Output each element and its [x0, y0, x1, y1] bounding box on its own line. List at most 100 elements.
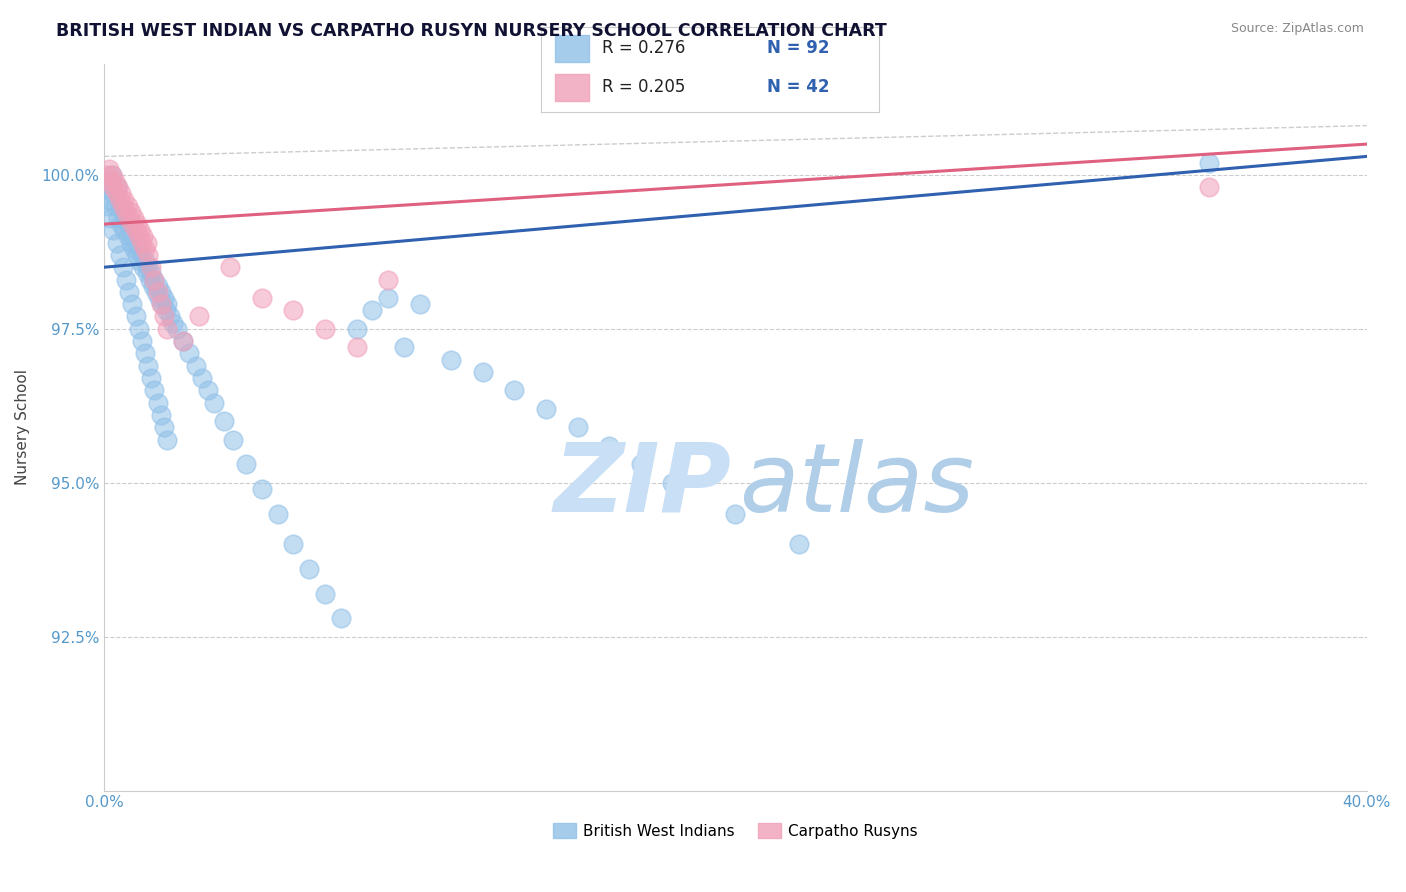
Point	[134, 254, 156, 268]
Point	[162, 316, 184, 330]
Point	[115, 204, 138, 219]
Point	[98, 174, 121, 188]
Point	[101, 168, 124, 182]
Point	[107, 211, 129, 225]
Point	[212, 414, 235, 428]
Point	[156, 297, 179, 311]
Point	[392, 340, 415, 354]
Point	[184, 359, 207, 373]
Point	[145, 285, 167, 299]
Point	[124, 310, 146, 324]
Point	[153, 420, 176, 434]
Point	[104, 174, 127, 188]
Point	[146, 285, 169, 299]
Text: N = 92: N = 92	[768, 39, 830, 57]
Point	[148, 291, 170, 305]
Point	[298, 562, 321, 576]
Point	[153, 291, 176, 305]
Point	[131, 235, 153, 250]
Point	[724, 507, 747, 521]
Point	[197, 384, 219, 398]
Point	[108, 193, 131, 207]
Point	[156, 433, 179, 447]
Point	[143, 272, 166, 286]
Point	[377, 272, 399, 286]
Point	[132, 229, 155, 244]
Y-axis label: Nursery School: Nursery School	[15, 369, 30, 485]
Point	[96, 199, 118, 213]
Text: R = 0.276: R = 0.276	[602, 39, 685, 57]
Text: N = 42: N = 42	[768, 78, 830, 96]
Point	[361, 303, 384, 318]
Point	[105, 180, 128, 194]
Point	[567, 420, 589, 434]
Point	[117, 229, 139, 244]
Point	[124, 223, 146, 237]
Point	[110, 217, 132, 231]
Point	[314, 586, 336, 600]
Point	[150, 297, 173, 311]
Text: atlas: atlas	[740, 439, 974, 532]
Point	[219, 260, 242, 275]
Point	[104, 199, 127, 213]
Point	[630, 457, 652, 471]
Point	[135, 266, 157, 280]
Point	[134, 346, 156, 360]
Point	[97, 161, 120, 176]
Point	[120, 204, 142, 219]
Point	[146, 395, 169, 409]
Point	[235, 457, 257, 471]
Point	[149, 297, 172, 311]
Point	[122, 211, 145, 225]
Point	[146, 278, 169, 293]
Point	[440, 352, 463, 367]
Point	[118, 217, 141, 231]
Point	[166, 322, 188, 336]
Point	[131, 248, 153, 262]
Point	[329, 611, 352, 625]
Point	[103, 223, 125, 237]
Point	[105, 186, 128, 201]
Point	[141, 371, 163, 385]
Point	[153, 310, 176, 324]
Point	[96, 180, 118, 194]
Point	[111, 204, 134, 219]
Point	[124, 235, 146, 250]
Text: BRITISH WEST INDIAN VS CARPATHO RUSYN NURSERY SCHOOL CORRELATION CHART: BRITISH WEST INDIAN VS CARPATHO RUSYN NU…	[56, 22, 887, 40]
Point	[136, 260, 159, 275]
Point	[204, 395, 226, 409]
Point	[103, 186, 125, 201]
Point	[191, 371, 214, 385]
Point	[128, 229, 150, 244]
Point	[598, 439, 620, 453]
Point	[1198, 155, 1220, 169]
Point	[118, 285, 141, 299]
Legend: British West Indians, Carpatho Rusyns: British West Indians, Carpatho Rusyns	[547, 816, 924, 845]
Point	[107, 180, 129, 194]
Point	[408, 297, 430, 311]
Point	[172, 334, 194, 348]
Point	[121, 297, 143, 311]
Point	[129, 254, 152, 268]
Point	[172, 334, 194, 348]
Point	[141, 266, 163, 280]
Point	[115, 272, 138, 286]
Point	[377, 291, 399, 305]
Point	[120, 235, 142, 250]
Point	[503, 384, 526, 398]
Point	[111, 260, 134, 275]
Point	[103, 180, 125, 194]
Point	[250, 482, 273, 496]
Point	[117, 199, 139, 213]
Point	[121, 229, 143, 244]
Bar	[555, 36, 589, 62]
Point	[98, 211, 121, 225]
Point	[266, 507, 288, 521]
Point	[156, 322, 179, 336]
Point	[129, 223, 152, 237]
Point	[141, 260, 163, 275]
Point	[149, 285, 172, 299]
Point	[222, 433, 245, 447]
Point	[314, 322, 336, 336]
Point	[118, 211, 141, 225]
